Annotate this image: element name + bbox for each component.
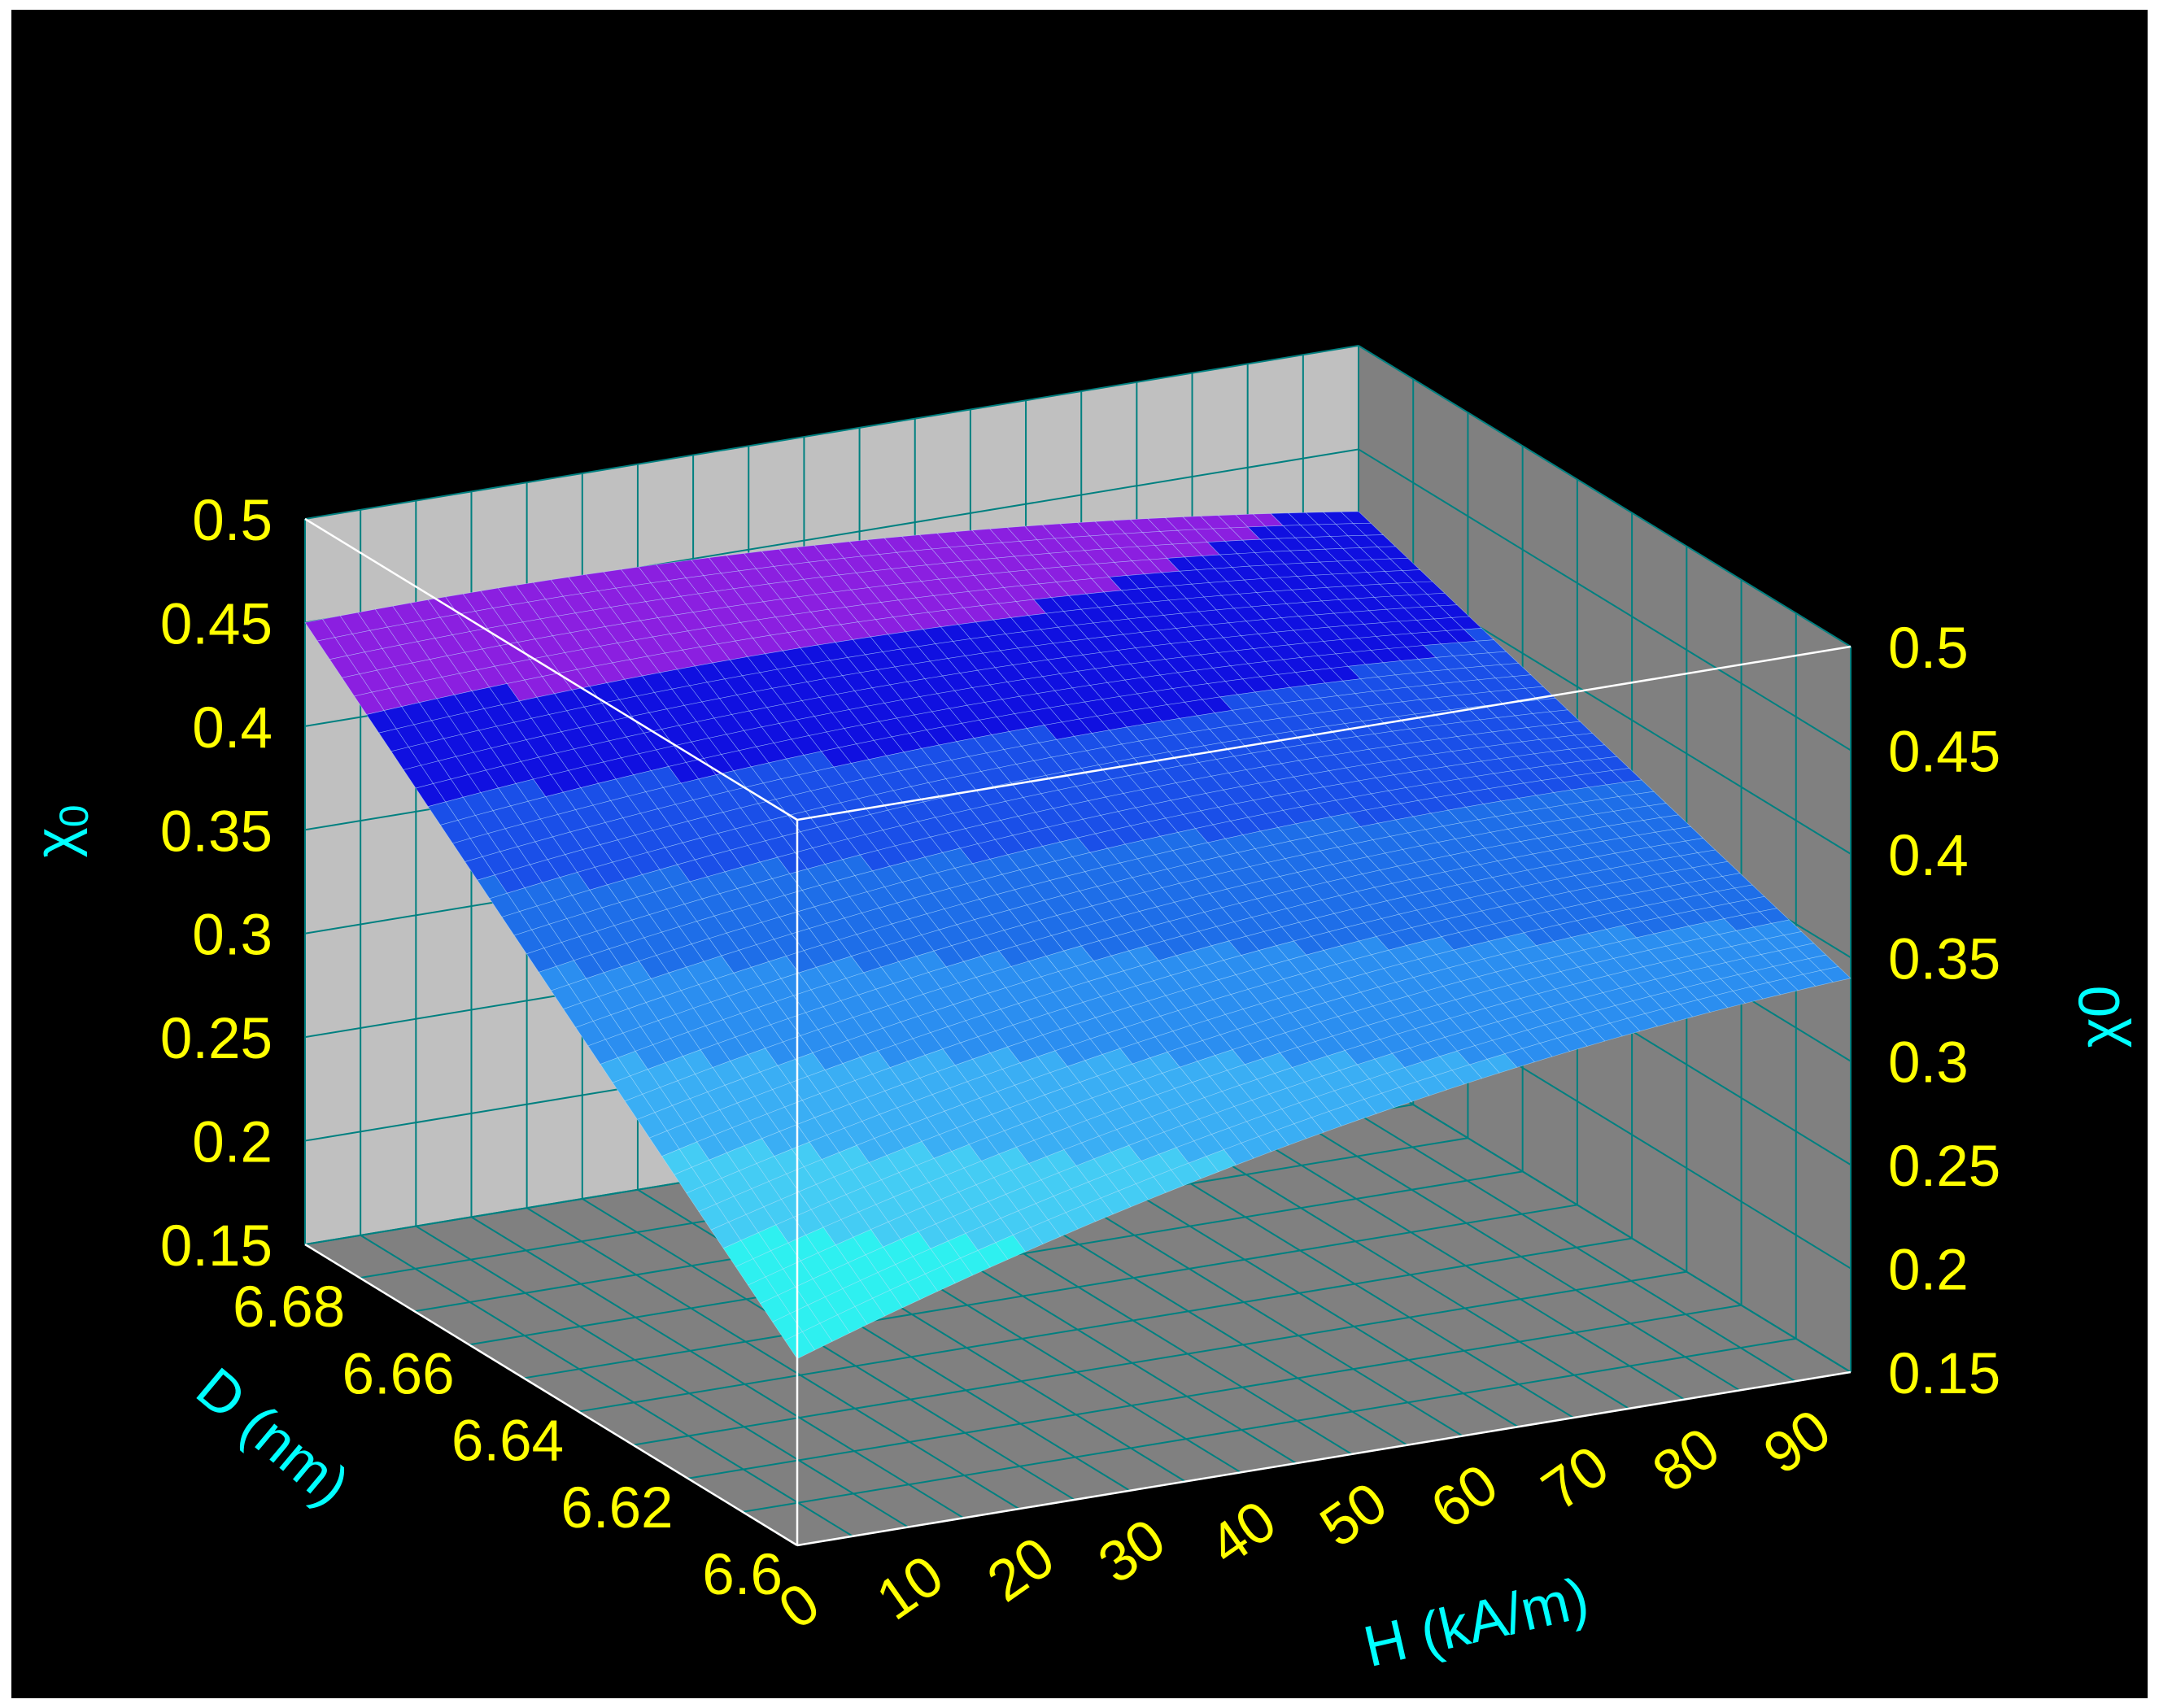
z-tick-label-left: 0.35 xyxy=(160,800,273,864)
z-tick-label-left: 0.4 xyxy=(192,696,273,760)
surface-patch xyxy=(1820,966,1852,983)
floor-grid-line-h xyxy=(470,1216,964,1519)
floor-grid-line-h xyxy=(1302,1079,1796,1383)
floor-grid-line-h xyxy=(1247,1088,1741,1392)
z-tick-label-right: 0.3 xyxy=(1888,1031,1969,1096)
y-tick-label: 6.62 xyxy=(560,1476,673,1540)
z-axis-title-left: χ0 xyxy=(24,804,97,857)
floor-grid-line-h xyxy=(582,1198,1075,1501)
z-axis-title-symbol: χ xyxy=(24,827,88,857)
back-grid-line-z xyxy=(304,345,1359,520)
floor-grid-line-h xyxy=(360,1234,853,1537)
z-tick-label-left: 0.15 xyxy=(160,1214,273,1279)
z-axis-title-subscript: 0 xyxy=(51,804,97,827)
y-tick-label: 6.64 xyxy=(451,1410,564,1474)
floor-grid-line-h xyxy=(526,1207,1020,1510)
z-tick-label-right: 0.35 xyxy=(1888,927,2000,991)
y-tick-label: 6.6 xyxy=(702,1543,783,1607)
side-grid-line-z xyxy=(1358,1070,1852,1373)
edge-top-front xyxy=(796,645,1852,821)
z-tick-label-left: 0.3 xyxy=(192,904,273,968)
z-tick-label-right: 0.5 xyxy=(1888,617,1969,681)
z-tick-label-right: 0.25 xyxy=(1888,1135,2000,1199)
floor-grid-line-h xyxy=(415,1225,909,1528)
floor-grid-line-d xyxy=(742,1337,1796,1513)
edge-bottom-front xyxy=(796,1370,1852,1547)
box-edges xyxy=(304,517,1852,1547)
floor-grid-line-d xyxy=(523,1204,1578,1379)
side-grid-line-z xyxy=(1358,448,1852,752)
z-tick-label-left: 0.25 xyxy=(160,1007,273,1071)
floor-grid-line-d xyxy=(578,1237,1633,1413)
z-tick-label-left: 0.2 xyxy=(192,1111,273,1175)
side-grid-line-z xyxy=(1358,345,1852,647)
z-axis-title-right: χ0 xyxy=(2068,986,2132,1048)
z-tick-label-right: 0.45 xyxy=(1888,720,2000,784)
y-tick-label: 6.68 xyxy=(233,1275,345,1340)
surface xyxy=(304,511,1852,1359)
z-tick-label-right: 0.4 xyxy=(1888,824,1969,888)
edge-bottom-left xyxy=(304,1243,798,1547)
floor-grid-line-d xyxy=(687,1304,1742,1479)
z-tick-label-left: 0.45 xyxy=(160,592,273,656)
z-tick-label-left: 0.5 xyxy=(192,489,273,553)
y-tick-label: 6.66 xyxy=(342,1342,454,1406)
floor-grid-line-d xyxy=(633,1270,1687,1446)
z-tick-label-right: 0.2 xyxy=(1888,1239,1969,1303)
z-tick-label-right: 0.15 xyxy=(1888,1342,2000,1406)
edge-top-left xyxy=(304,517,798,821)
